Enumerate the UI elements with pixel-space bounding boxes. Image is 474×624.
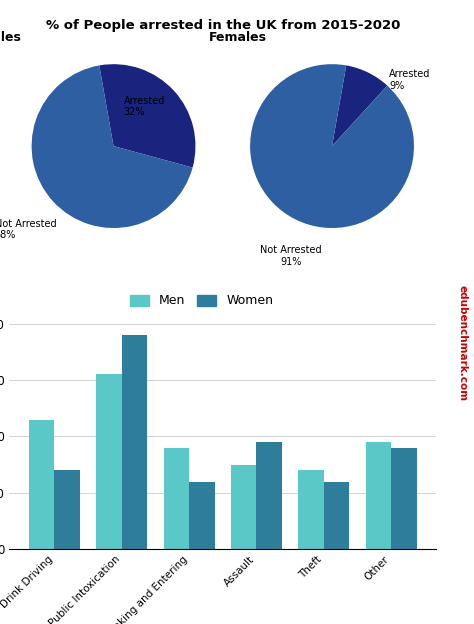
Bar bbox=[189, 482, 215, 549]
Bar bbox=[256, 442, 282, 549]
Text: Arrested
9%: Arrested 9% bbox=[389, 69, 431, 90]
Bar bbox=[231, 465, 256, 549]
Text: Females: Females bbox=[209, 31, 267, 44]
Text: % of People arrested in the UK from 2015-2020: % of People arrested in the UK from 2015… bbox=[46, 19, 400, 32]
Text: edubenchmark.com: edubenchmark.com bbox=[457, 285, 467, 401]
Wedge shape bbox=[32, 66, 192, 228]
Wedge shape bbox=[332, 66, 387, 146]
Bar bbox=[324, 482, 349, 549]
Legend: Men, Women: Men, Women bbox=[125, 290, 278, 313]
Text: Not Arrested
91%: Not Arrested 91% bbox=[260, 245, 322, 267]
Wedge shape bbox=[99, 64, 195, 168]
Bar bbox=[96, 374, 122, 549]
Wedge shape bbox=[250, 64, 414, 228]
Bar bbox=[29, 419, 55, 549]
Bar bbox=[122, 335, 147, 549]
Bar bbox=[391, 448, 417, 549]
Text: Not Arrested
68%: Not Arrested 68% bbox=[0, 218, 56, 240]
Bar bbox=[164, 448, 189, 549]
Text: Males: Males bbox=[0, 31, 21, 44]
Bar bbox=[55, 470, 80, 549]
Bar bbox=[298, 470, 324, 549]
Text: Arrested
32%: Arrested 32% bbox=[124, 95, 165, 117]
Bar bbox=[365, 442, 391, 549]
